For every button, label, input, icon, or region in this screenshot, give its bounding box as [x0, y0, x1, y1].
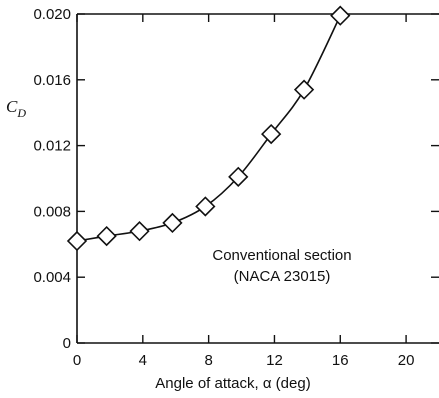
data-point [261, 123, 282, 145]
x-axis-title: Angle of attack, α (deg) [155, 375, 310, 392]
y-tick-label: 0.016 [33, 72, 71, 89]
y-axis-label: CD [6, 97, 26, 120]
x-tick-label: 4 [139, 352, 147, 369]
data-point [330, 5, 351, 26]
y-tick-label: 0.008 [33, 203, 71, 220]
y-tick-label: 0.012 [33, 138, 71, 155]
data-point [129, 221, 150, 242]
annotation-line-1: Conventional section [212, 247, 351, 264]
y-tick-label: 0.020 [33, 6, 71, 23]
data-point [66, 230, 88, 252]
data-point [162, 212, 183, 234]
data-markers [66, 5, 351, 252]
x-tick-label: 8 [204, 352, 212, 369]
y-tick-label: 0.004 [33, 269, 71, 286]
y-axis-label-subscript: D [16, 106, 26, 120]
x-tick-label: 0 [73, 352, 81, 369]
annotation-line-2: (NACA 23015) [234, 268, 331, 285]
x-tick-label: 20 [398, 352, 415, 369]
x-axis-ticks: 0 4 8 12 16 20 [73, 14, 415, 369]
plot-frame [76, 13, 439, 344]
data-point [293, 79, 315, 100]
y-axis-label-main: C [6, 97, 18, 116]
x-tick-label: 12 [266, 352, 283, 369]
data-point [228, 166, 249, 187]
y-tick-label: 0 [63, 335, 71, 352]
data-point [195, 196, 216, 217]
x-tick-label: 16 [332, 352, 349, 369]
y-axis-ticks: 0 0.004 0.008 0.012 0.016 0.020 [33, 6, 439, 352]
data-point [96, 225, 117, 247]
